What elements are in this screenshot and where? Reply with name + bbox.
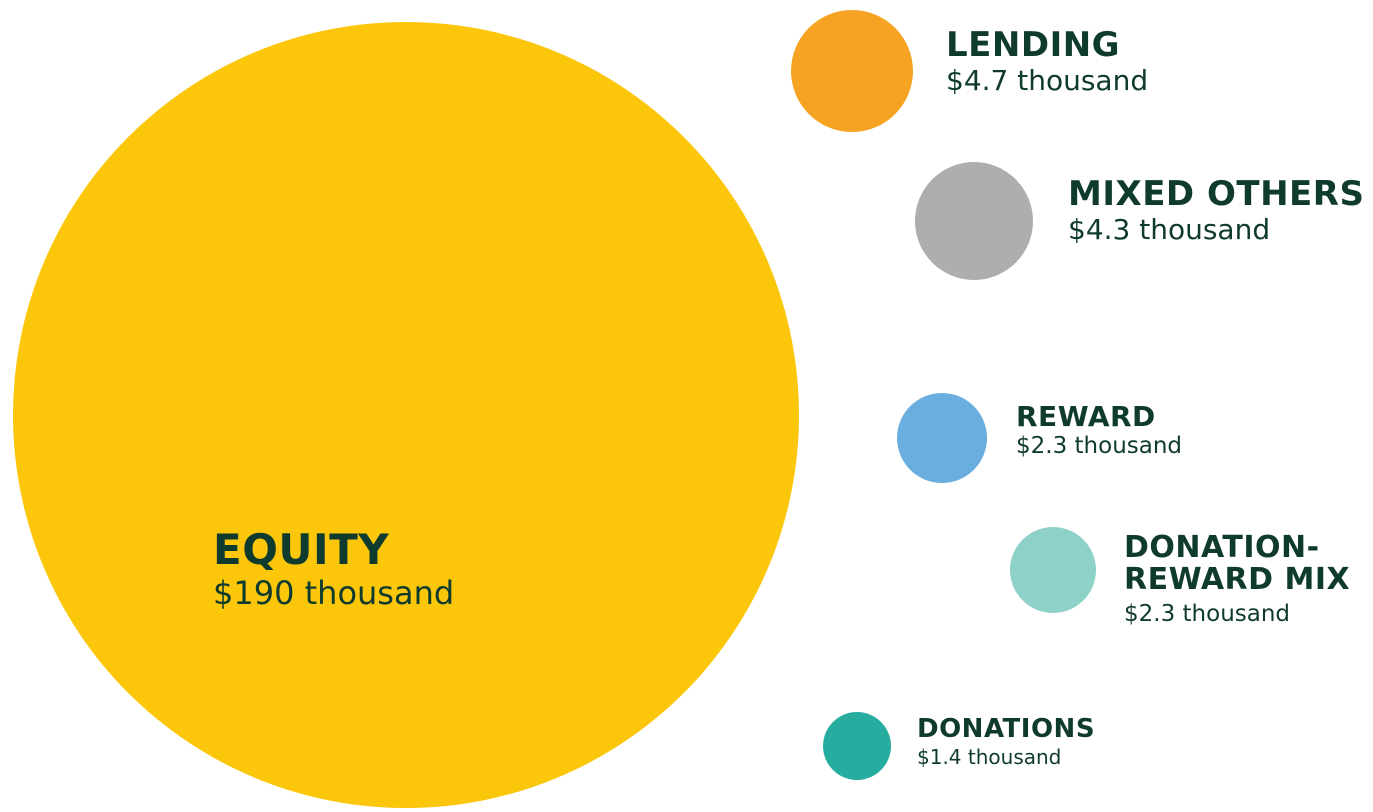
donations-value: $1.4 thousand <box>917 745 1062 770</box>
donations-name: DONATIONS <box>917 714 1096 744</box>
mixed-others-bubble <box>915 162 1033 280</box>
reward-name: REWARD <box>1016 400 1156 433</box>
reward-bubble <box>897 393 987 483</box>
donations-label: DONATIONS $1.4 thousand <box>917 714 1096 770</box>
equity-value: $190 thousand <box>213 574 455 613</box>
donation-reward-mix-name-line2: REWARD MIX <box>1124 561 1351 597</box>
equity-bubble <box>13 22 799 808</box>
mixed-others-label: MIXED OTHERS $4.3 thousand <box>1068 174 1365 246</box>
mixed-others-value: $4.3 thousand <box>1068 212 1271 246</box>
reward-label: REWARD $2.3 thousand <box>1016 400 1183 460</box>
lending-label: LENDING $4.7 thousand <box>946 25 1149 97</box>
donations-bubble <box>823 712 891 780</box>
donation-reward-mix-label: DONATION- REWARD MIX $2.3 thousand <box>1124 532 1350 627</box>
reward-value: $2.3 thousand <box>1016 433 1183 460</box>
lending-name: LENDING <box>946 25 1121 65</box>
donation-reward-mix-name-line1: DONATION- <box>1124 530 1320 565</box>
equity-label: EQUITY $190 thousand <box>213 525 455 613</box>
equity-name: EQUITY <box>213 525 390 574</box>
donation-reward-mix-value: $2.3 thousand <box>1124 601 1291 627</box>
lending-value: $4.7 thousand <box>946 63 1149 97</box>
lending-bubble <box>791 10 913 132</box>
mixed-others-name: MIXED OTHERS <box>1068 174 1365 214</box>
donation-reward-mix-bubble <box>1010 527 1096 613</box>
